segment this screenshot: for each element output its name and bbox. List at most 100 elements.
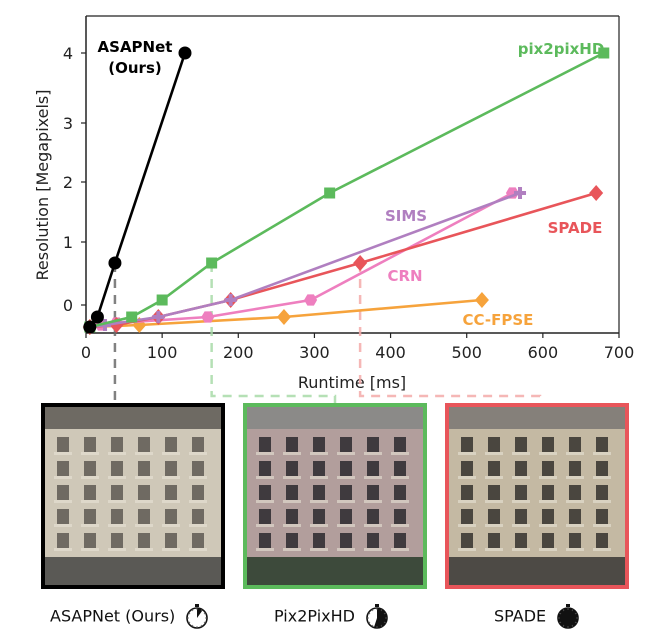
building-window xyxy=(84,509,96,524)
data-point-asapnet-ours xyxy=(90,310,104,324)
stopwatch-tick xyxy=(574,621,578,624)
building-window xyxy=(259,461,271,476)
stopwatch-tick xyxy=(204,621,207,624)
building-balcony xyxy=(364,548,382,551)
building-balcony xyxy=(81,524,99,527)
data-point-asapnet-ours xyxy=(108,256,122,270)
building-window xyxy=(84,485,96,500)
building-window xyxy=(286,461,298,476)
building-balcony xyxy=(108,548,126,551)
stopwatch-icon-asapnet xyxy=(186,604,209,629)
building-window xyxy=(84,437,96,452)
building-balcony xyxy=(539,548,557,551)
series-line-asapnet-ours xyxy=(88,52,187,328)
data-point-spade xyxy=(353,255,368,271)
stopwatch-button xyxy=(566,604,571,607)
data-point-pix2pixhd xyxy=(126,311,138,323)
building-balcony xyxy=(310,476,328,479)
building-window xyxy=(542,533,554,548)
x-tick-label: 100 xyxy=(147,343,178,362)
stopwatch-tick xyxy=(201,624,203,627)
building-balcony xyxy=(458,500,476,503)
building-balcony xyxy=(283,476,301,479)
building-balcony xyxy=(162,524,180,527)
building-window xyxy=(596,533,608,548)
building-window xyxy=(461,485,473,500)
building-balcony xyxy=(566,500,584,503)
building-window xyxy=(111,461,123,476)
building-balcony xyxy=(485,524,503,527)
label-crn: CRN xyxy=(387,267,422,285)
stopwatch-tick xyxy=(559,621,562,624)
building-balcony xyxy=(54,476,72,479)
caption-asapnet-text: ASAPNet (Ours) xyxy=(50,606,176,626)
building-window xyxy=(84,461,96,476)
building-balcony xyxy=(391,500,409,503)
x-axis-title: Runtime [ms] xyxy=(298,373,406,392)
stopwatch-tick xyxy=(380,624,383,627)
building-balcony xyxy=(485,452,503,455)
building-balcony xyxy=(458,524,476,527)
building-balcony xyxy=(189,476,207,479)
caption-spade-text: SPADE xyxy=(494,606,547,626)
building-balcony xyxy=(566,476,584,479)
building-window xyxy=(259,533,271,548)
building-balcony xyxy=(81,500,99,503)
building-window xyxy=(286,485,298,500)
stopwatch-tick xyxy=(562,624,565,627)
building-window xyxy=(165,509,177,524)
stopwatch-tick xyxy=(192,609,194,612)
building-balcony xyxy=(593,548,611,551)
building-window xyxy=(313,461,325,476)
building-balcony xyxy=(593,476,611,479)
building-balcony xyxy=(135,524,153,527)
building-window xyxy=(515,509,527,524)
caption-pix2pixhd-text: Pix2PixHD xyxy=(274,606,355,626)
building-window xyxy=(286,533,298,548)
building-balcony xyxy=(162,452,180,455)
building-balcony xyxy=(108,500,126,503)
data-point-pix2pixhd xyxy=(206,257,218,269)
building-balcony xyxy=(135,452,153,455)
building-window xyxy=(259,509,271,524)
building-balcony xyxy=(283,452,301,455)
building-balcony xyxy=(256,476,274,479)
label-asapnet-ours: (Ours) xyxy=(108,59,161,77)
stopwatch-tick xyxy=(368,621,371,624)
building-window xyxy=(367,509,379,524)
building-window xyxy=(313,509,325,524)
building-image-spade xyxy=(449,407,625,585)
building-window xyxy=(192,437,204,452)
building-balcony xyxy=(283,548,301,551)
building-balcony xyxy=(54,500,72,503)
stopwatch-tick xyxy=(368,612,371,615)
building-window xyxy=(367,461,379,476)
stopwatch-icon-pix2pixhd xyxy=(366,604,388,629)
building-window xyxy=(394,437,406,452)
building-balcony xyxy=(81,452,99,455)
stopwatch-tick xyxy=(371,624,374,627)
building-window xyxy=(542,437,554,452)
building-window xyxy=(488,509,500,524)
panel-pix2pixhd-image xyxy=(243,403,427,589)
stopwatch-icon-spade xyxy=(557,604,580,629)
stopwatch-button xyxy=(375,604,380,607)
building-image-pix2pixhd xyxy=(247,407,423,585)
building-balcony xyxy=(512,500,530,503)
building-balcony xyxy=(310,500,328,503)
building-window xyxy=(259,437,271,452)
building-window xyxy=(461,533,473,548)
series-line-crn xyxy=(89,191,514,329)
building-window xyxy=(515,461,527,476)
x-ticks: 0 100 200 300 400 500 600 700 xyxy=(81,333,634,362)
building-window xyxy=(192,509,204,524)
label-asapnet: ASAPNet xyxy=(98,38,173,56)
building-image-asapnet xyxy=(45,407,221,585)
building-window xyxy=(367,437,379,452)
panel-spade-image xyxy=(445,403,629,589)
caption-asapnet: ASAPNet (Ours) xyxy=(50,604,210,630)
data-point-cc-fpse xyxy=(474,292,489,308)
data-point-asapnet-ours xyxy=(83,320,97,334)
building-window xyxy=(138,485,150,500)
